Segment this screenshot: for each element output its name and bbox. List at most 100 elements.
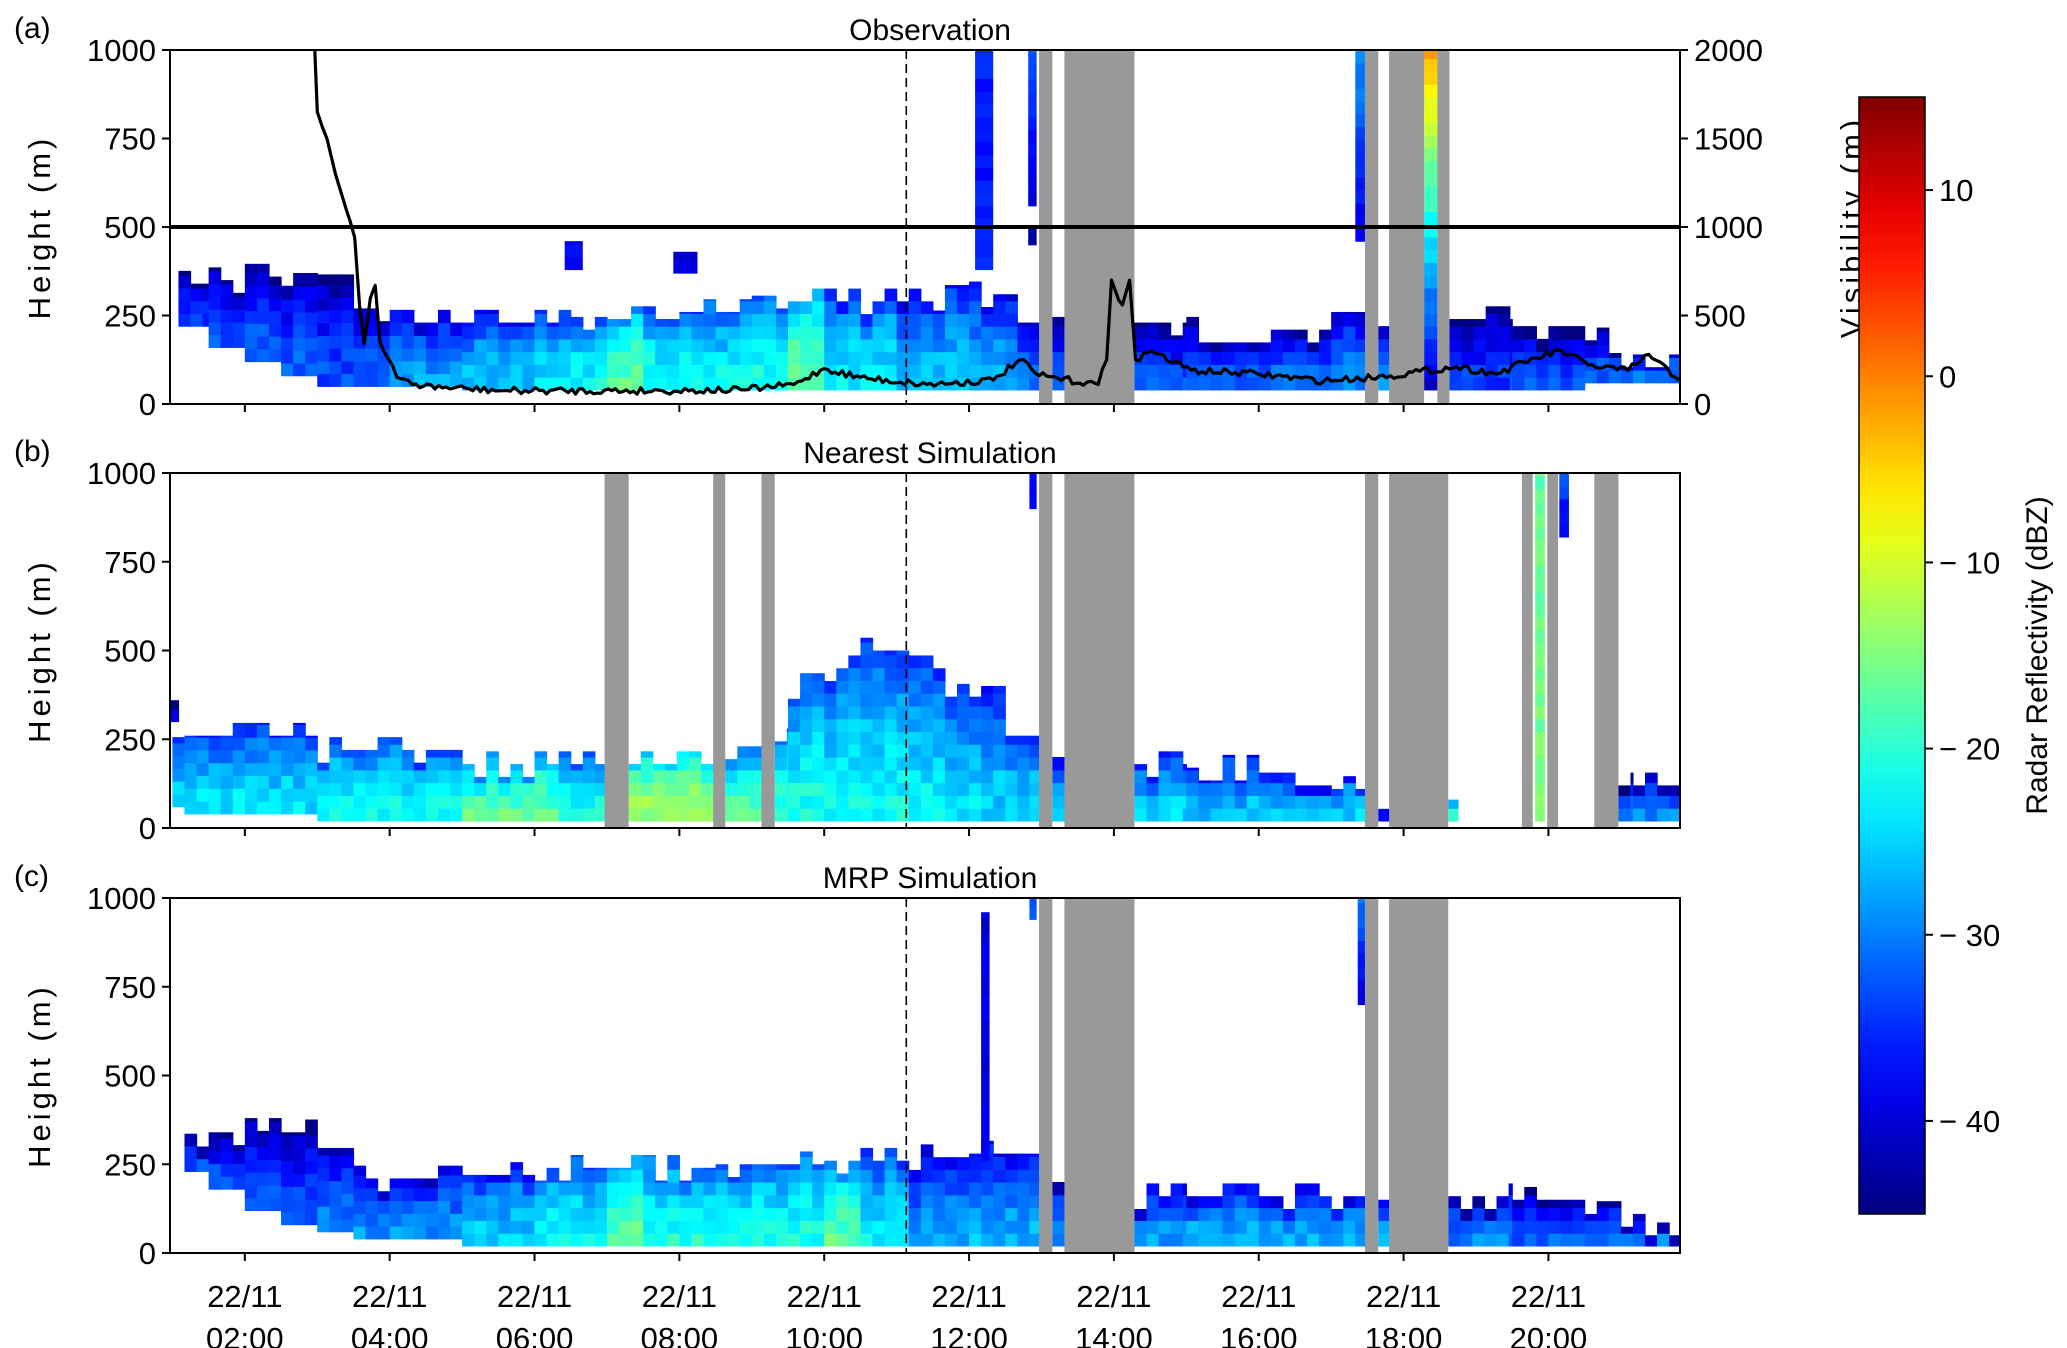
reflectivity-cell <box>884 1182 898 1196</box>
reflectivity-cell <box>932 782 946 796</box>
reflectivity-cell <box>631 1207 644 1221</box>
reflectivity-cell <box>558 338 572 353</box>
panel-title: MRP Simulation <box>823 862 1038 895</box>
reflectivity-cell <box>763 313 777 327</box>
reflectivity-cell <box>676 808 690 822</box>
reflectivity-cell <box>944 744 958 758</box>
reflectivity-cell <box>1017 795 1031 809</box>
reflectivity-cell <box>896 705 910 720</box>
reflectivity-cell <box>1198 377 1212 391</box>
reflectivity-cell <box>739 1233 753 1247</box>
reflectivity-cell <box>1146 326 1160 340</box>
reflectivity-cell <box>812 731 825 745</box>
reflectivity-plume-cell <box>1535 488 1545 502</box>
reflectivity-cell <box>1134 364 1148 378</box>
reflectivity-cell <box>413 1178 427 1189</box>
reflectivity-plume-cell <box>1357 940 1365 954</box>
reflectivity-cell <box>655 351 668 365</box>
missing-data-bar <box>1039 898 1053 1253</box>
reflectivity-plume-cell <box>1535 565 1545 579</box>
reflectivity-cell <box>208 270 222 285</box>
reflectivity-cell <box>1029 326 1040 340</box>
reflectivity-cell <box>462 769 475 784</box>
reflectivity-cell <box>800 1156 813 1170</box>
reflectivity-cell <box>836 351 849 365</box>
reflectivity-cell <box>450 1165 463 1176</box>
y-axis-label: Height (m) <box>22 135 57 320</box>
reflectivity-cell <box>1222 757 1236 771</box>
reflectivity-cell <box>1029 735 1040 745</box>
reflectivity-cell <box>727 351 741 365</box>
reflectivity-cell <box>170 708 180 723</box>
reflectivity-cell <box>908 731 922 745</box>
reflectivity-cell <box>1355 338 1366 353</box>
reflectivity-cell <box>944 1169 958 1183</box>
reflectivity-cell <box>1524 364 1537 378</box>
reflectivity-cell <box>737 757 750 771</box>
reflectivity-plume-cell <box>1355 190 1365 204</box>
reflectivity-cell <box>640 769 654 784</box>
reflectivity-cell <box>969 1156 982 1170</box>
reflectivity-cell <box>800 1151 813 1158</box>
reflectivity-cell <box>413 782 427 796</box>
x-tick-time: 08:00 <box>641 1321 719 1348</box>
reflectivity-cell <box>932 1182 946 1196</box>
reflectivity-cell <box>293 749 306 764</box>
reflectivity-cell <box>1052 338 1066 353</box>
reflectivity-cell <box>256 1184 270 1199</box>
reflectivity-cell <box>715 1169 729 1183</box>
reflectivity-cell <box>1618 795 1632 809</box>
reflectivity-cell <box>582 364 596 378</box>
reflectivity-cell <box>1210 377 1224 391</box>
reflectivity-cell <box>969 808 982 822</box>
x-tick-time: 14:00 <box>1075 1321 1153 1348</box>
reflectivity-plume-cell <box>981 1135 990 1149</box>
reflectivity-plume-cell <box>1535 795 1545 809</box>
reflectivity-cell <box>969 718 982 733</box>
reflectivity-cell <box>824 681 837 694</box>
reflectivity-cell <box>546 808 560 822</box>
reflectivity-cell <box>969 287 982 302</box>
reflectivity-cell <box>594 1169 608 1183</box>
reflectivity-cell <box>751 295 765 302</box>
reflectivity-cell <box>1584 1213 1598 1221</box>
reflectivity-cell <box>1307 1207 1320 1221</box>
reflectivity-cell <box>256 737 270 751</box>
reflectivity-cell <box>1669 808 1680 822</box>
reflectivity-cell <box>691 311 705 314</box>
reflectivity-cell <box>305 311 318 326</box>
reflectivity-cell <box>1234 351 1248 365</box>
reflectivity-plume-cell <box>1357 927 1365 942</box>
reflectivity-cell <box>1657 1222 1670 1234</box>
reflectivity-cell <box>667 1156 680 1170</box>
reflectivity-cell <box>1584 370 1598 384</box>
reflectivity-plume-cell <box>981 943 990 957</box>
reflectivity-plume-cell <box>975 103 994 118</box>
reflectivity-cell <box>594 764 606 771</box>
reflectivity-cell <box>232 334 246 348</box>
reflectivity-cell <box>1343 326 1356 340</box>
reflectivity-cell <box>908 313 922 327</box>
reflectivity-cell <box>643 1220 656 1234</box>
reflectivity-cell <box>1146 377 1160 391</box>
reflectivity-cell <box>256 1130 270 1135</box>
reflectivity-cell <box>774 744 788 758</box>
reflectivity-cell <box>329 782 342 796</box>
reflectivity-cell <box>920 1144 934 1158</box>
reflectivity-cell <box>848 744 862 758</box>
reflectivity-cell <box>908 680 922 694</box>
reflectivity-cell <box>1485 338 1499 353</box>
reflectivity-cell <box>1170 1207 1184 1221</box>
reflectivity-cell <box>1608 370 1622 384</box>
reflectivity-cell <box>1246 754 1260 758</box>
reflectivity-cell <box>884 808 898 822</box>
reflectivity-plume-cell <box>975 129 994 143</box>
reflectivity-cell <box>510 326 524 340</box>
reflectivity-cell <box>631 1155 644 1158</box>
reflectivity-cell <box>498 808 511 822</box>
reflectivity-cell <box>1307 351 1320 365</box>
reflectivity-cell <box>1158 751 1172 758</box>
reflectivity-cell <box>582 1233 596 1247</box>
reflectivity-cell <box>582 1167 596 1170</box>
reflectivity-cell <box>1572 364 1586 378</box>
